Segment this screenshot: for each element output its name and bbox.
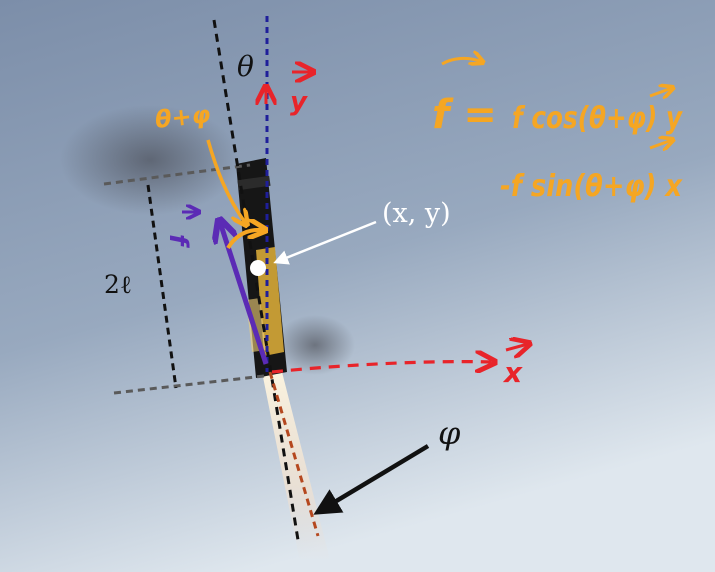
eq-x-vec-arrow <box>649 140 672 148</box>
angle-arc-theta-phi <box>226 230 264 250</box>
length-guide-top <box>103 163 251 186</box>
theta-label: θ <box>237 50 254 83</box>
equation-line-1: f cos(θ+φ) y <box>512 101 683 136</box>
eq-f-vec-arrow <box>441 58 482 64</box>
equation-lhs: f = <box>432 92 497 138</box>
position-pointer <box>273 220 377 265</box>
theta-phi-label: θ+φ <box>154 100 212 134</box>
smoke-cloud-right <box>275 315 355 375</box>
equation-line-2: -f sin(θ+φ) x <box>500 169 683 204</box>
thrust-direction-line <box>268 371 320 537</box>
x-axis-arrow <box>271 362 493 374</box>
f-vec-label: f <box>163 234 193 249</box>
body-axis-line <box>212 19 300 541</box>
smoke-cloud-left <box>60 105 240 215</box>
position-label: (x, y) <box>382 198 451 229</box>
x-vec-arrow <box>505 344 528 350</box>
phi-pointer <box>313 444 430 515</box>
length-guide-bottom <box>113 374 265 395</box>
y-axis-label: y <box>290 87 308 117</box>
phi-label: φ <box>438 414 461 452</box>
eq-y-vec-arrow <box>649 88 672 96</box>
theta-phi-pointer <box>206 139 246 224</box>
x-axis-label: x <box>502 356 523 389</box>
center-of-mass-dot <box>250 260 266 276</box>
length-dimension-line <box>146 184 178 389</box>
length-label: 2ℓ <box>104 270 132 299</box>
force-equation: f = f cos(θ+φ) y -f sin(θ+φ) x <box>432 92 683 204</box>
